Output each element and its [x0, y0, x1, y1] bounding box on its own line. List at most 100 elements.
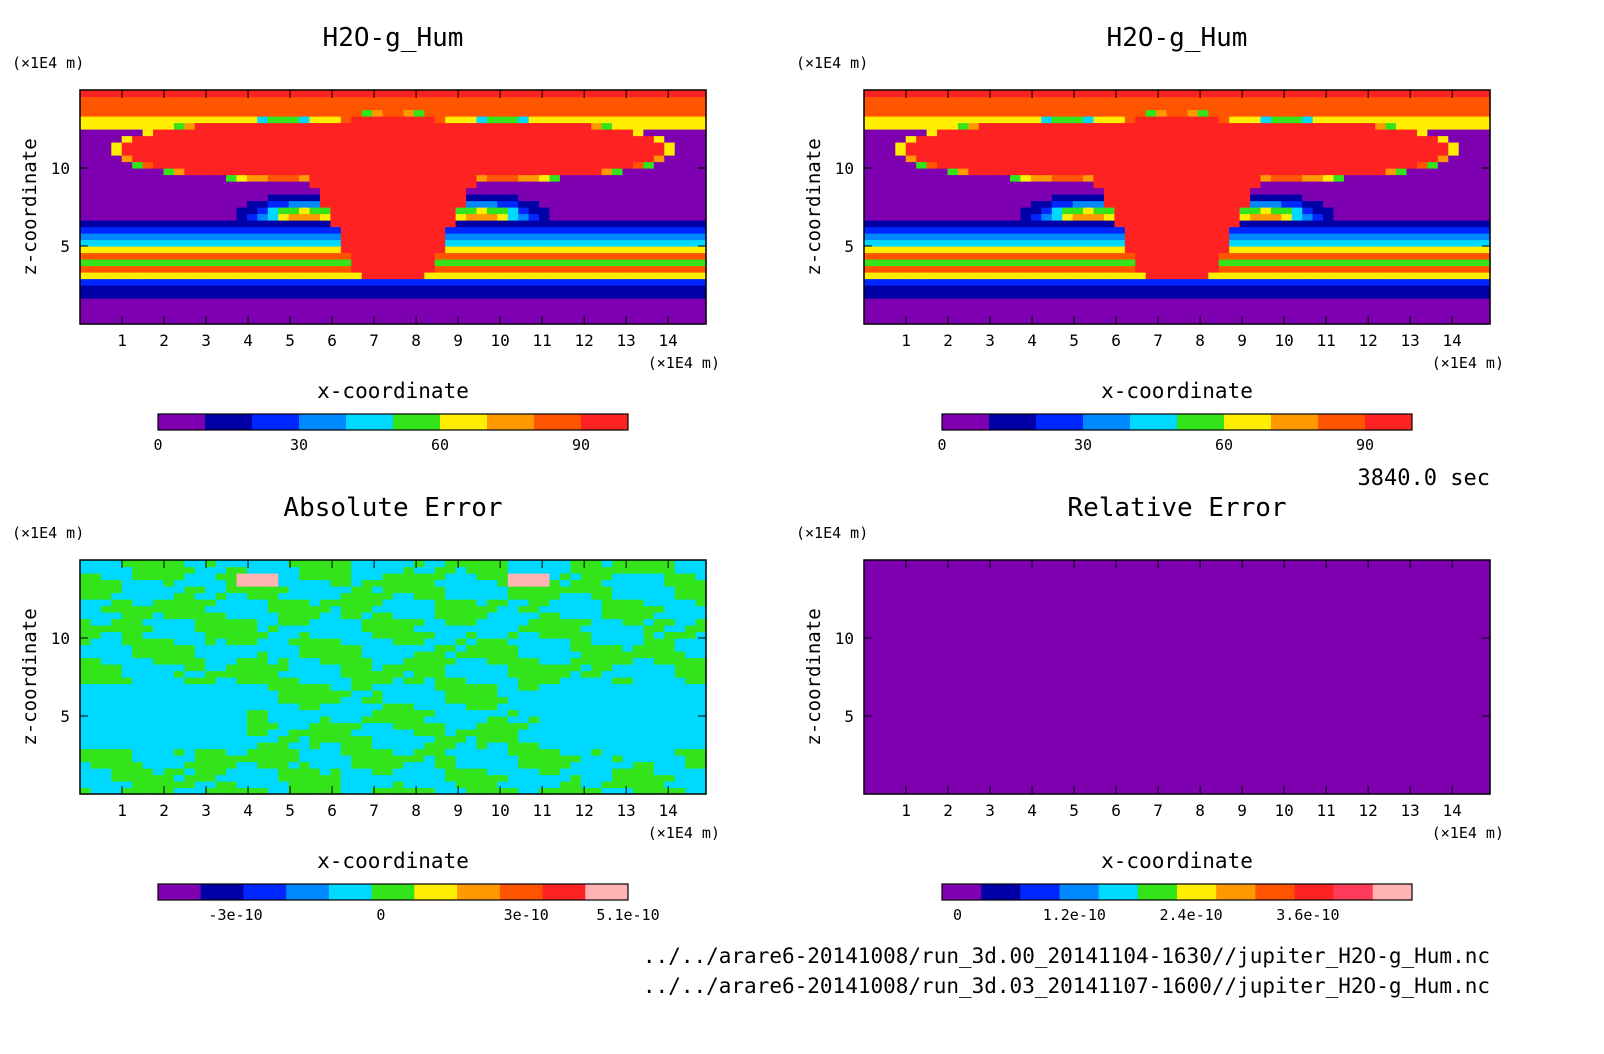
heatmap-cell — [1260, 161, 1272, 169]
heatmap-cell — [1135, 96, 1147, 104]
heatmap-cell — [1103, 233, 1115, 241]
heatmap-cell — [580, 142, 592, 150]
heatmap-cell — [884, 252, 896, 260]
heatmap-cell — [142, 278, 154, 286]
heatmap-cell — [382, 174, 394, 182]
heatmap-cell — [1010, 291, 1022, 299]
heatmap-cell — [978, 207, 990, 215]
heatmap-cell — [622, 259, 634, 267]
heatmap-cell — [1093, 220, 1105, 228]
heatmap-cell — [1208, 246, 1220, 254]
heatmap-cell — [372, 742, 384, 750]
heatmap-cell — [1166, 246, 1178, 254]
heatmap-cell — [393, 291, 405, 299]
heatmap-cell — [653, 194, 665, 202]
heatmap-cell — [905, 298, 917, 306]
heatmap-cell — [1030, 129, 1042, 137]
y-axis-label: z-coordinate — [803, 138, 825, 275]
heatmap-cell — [1041, 220, 1053, 228]
heatmap-cell — [580, 755, 592, 763]
heatmap-cell — [184, 787, 196, 795]
heatmap-cell — [1323, 103, 1335, 111]
heatmap-cell — [246, 129, 258, 137]
heatmap-cell — [246, 109, 258, 117]
heatmap-cell — [278, 304, 290, 312]
heatmap-cell — [340, 755, 352, 763]
heatmap-cell — [1114, 194, 1126, 202]
heatmap-cell — [1364, 259, 1376, 267]
heatmap-cell — [1083, 148, 1095, 156]
heatmap-cell — [1364, 155, 1376, 163]
heatmap-cell — [1093, 291, 1105, 299]
heatmap-cell — [142, 135, 154, 143]
heatmap-cell — [121, 748, 133, 756]
heatmap-cell — [1093, 233, 1105, 241]
heatmap-cell — [685, 774, 697, 782]
heatmap-cell — [184, 135, 196, 143]
heatmap-cell — [518, 768, 530, 776]
heatmap-cell — [497, 168, 509, 176]
heatmap-cell — [1124, 213, 1136, 221]
heatmap-cell — [1072, 142, 1084, 150]
heatmap-cell — [466, 285, 478, 293]
heatmap-cell — [1250, 103, 1262, 111]
heatmap-cell — [601, 259, 613, 267]
heatmap-cell — [1208, 200, 1220, 208]
heatmap-cell — [236, 148, 248, 156]
heatmap-cell — [1145, 311, 1157, 319]
heatmap-cell — [591, 233, 603, 241]
heatmap-cell — [226, 239, 238, 247]
heatmap-cell — [100, 252, 112, 260]
heatmap-cell — [330, 781, 342, 789]
heatmap-cell — [895, 129, 907, 137]
heatmap-cell — [80, 226, 92, 234]
heatmap-cell — [173, 226, 185, 234]
heatmap-cell — [184, 181, 196, 189]
heatmap-cell — [905, 226, 917, 234]
heatmap-cell — [580, 103, 592, 111]
heatmap-cell — [1020, 142, 1032, 150]
heatmap-cell — [664, 90, 676, 98]
heatmap-cell — [1166, 168, 1178, 176]
heatmap-cell — [476, 291, 488, 299]
heatmap-cell — [1083, 135, 1095, 143]
x-axis-label: x-coordinate — [317, 379, 469, 403]
heatmap-cell — [1270, 187, 1282, 195]
heatmap-cell — [1208, 174, 1220, 182]
heatmap-cell — [507, 194, 519, 202]
heatmap-cell — [695, 748, 707, 756]
heatmap-cell — [1041, 194, 1053, 202]
heatmap-cell — [591, 135, 603, 143]
heatmap-cell — [674, 298, 686, 306]
heatmap-cell — [601, 200, 613, 208]
heatmap-cell — [288, 787, 300, 795]
heatmap-cell — [1448, 265, 1460, 273]
heatmap-cell — [466, 220, 478, 228]
heatmap-cell — [382, 298, 394, 306]
heatmap-cell — [1156, 233, 1168, 241]
heatmap-cell — [1448, 317, 1460, 325]
heatmap-cell — [1239, 252, 1251, 260]
heatmap-cell — [559, 278, 571, 286]
heatmap-cell — [570, 135, 582, 143]
heatmap-cell — [330, 774, 342, 782]
heatmap-cell — [1020, 291, 1032, 299]
heatmap-cell — [194, 768, 206, 776]
heatmap-cell — [989, 285, 1001, 293]
heatmap-cell — [121, 252, 133, 260]
heatmap-cell — [1260, 246, 1272, 254]
heatmap-cell — [163, 168, 175, 176]
heatmap-cell — [937, 317, 949, 325]
heatmap-cell — [1312, 148, 1324, 156]
heatmap-cell — [1218, 187, 1230, 195]
heatmap-cell — [319, 285, 331, 293]
heatmap-cell — [989, 90, 1001, 98]
heatmap-cell — [132, 735, 144, 743]
heatmap-cell — [1030, 304, 1042, 312]
heatmap-cell — [1072, 90, 1084, 98]
heatmap-cell — [111, 252, 123, 260]
heatmap-cell — [947, 259, 959, 267]
heatmap-cell — [695, 135, 707, 143]
heatmap-cell — [1406, 96, 1418, 104]
